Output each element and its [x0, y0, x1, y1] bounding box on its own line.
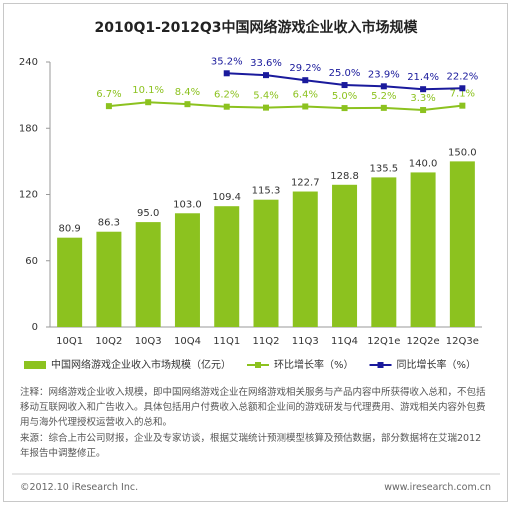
- marker: [184, 101, 191, 108]
- line: [108, 101, 463, 112]
- x-tick-label: 11Q1: [213, 336, 240, 347]
- bar: [174, 213, 200, 327]
- bar: [57, 237, 83, 327]
- x-tick-label: 12Q3e: [446, 336, 479, 347]
- data-label: 140.0: [409, 158, 438, 169]
- data-label: 6.2%: [214, 90, 239, 101]
- marker: [223, 70, 230, 77]
- marker: [459, 102, 466, 109]
- data-label: 22.2%: [446, 71, 478, 82]
- data-label: 21.4%: [407, 72, 439, 83]
- marker: [341, 105, 348, 112]
- bar: [292, 191, 318, 327]
- marker: [420, 86, 427, 93]
- x-tick-label: 11Q3: [292, 336, 319, 347]
- legend-label: 环比增长率（%）: [274, 358, 354, 371]
- legend-swatch: [255, 362, 261, 368]
- marker: [341, 82, 348, 89]
- marker: [105, 103, 112, 110]
- bar: [410, 172, 436, 327]
- note: 来源：综合上市公司财报，企业及专家访谈，根据艾瑞统计预测模型核算及预估数据，部分…: [20, 433, 482, 459]
- bar: [253, 199, 279, 327]
- data-label: 5.4%: [253, 91, 278, 102]
- marker: [263, 104, 269, 111]
- marker: [420, 107, 427, 114]
- x-tick-label: 12Q1e: [367, 336, 400, 347]
- data-label: 25.0%: [329, 68, 361, 79]
- data-label: 5.0%: [332, 91, 357, 102]
- bar: [371, 177, 397, 327]
- bar: [449, 161, 475, 327]
- data-label: 122.7: [291, 178, 320, 189]
- frame: [3, 3, 508, 502]
- legend-swatch: [377, 362, 384, 368]
- data-label: 5.2%: [371, 91, 396, 102]
- data-label: 10.1%: [132, 85, 164, 96]
- data-label: 150.0: [448, 147, 477, 158]
- note: 注释：网络游戏企业收入规模，即中国网络游戏企业在网络游戏相关服务与产品内容中所获…: [20, 387, 486, 428]
- data-label: 109.4: [212, 192, 241, 203]
- marker: [380, 83, 387, 90]
- marker: [223, 103, 230, 110]
- data-label: 6.4%: [293, 89, 318, 100]
- marker: [459, 85, 466, 92]
- x-tick-label: 10Q1: [56, 336, 83, 347]
- x-tick-label: 11Q2: [253, 336, 280, 347]
- marker: [302, 103, 309, 110]
- x-tick-label: 12Q2e: [407, 336, 440, 347]
- data-label: 135.5: [369, 163, 398, 174]
- data-label: 6.7%: [96, 89, 121, 100]
- legend-swatch: [24, 361, 46, 369]
- y-tick-label: 240: [19, 57, 38, 68]
- x-tick-label: 10Q2: [95, 336, 122, 347]
- marker: [263, 72, 269, 79]
- data-label: 33.6%: [250, 58, 282, 69]
- x-tick-label: 11Q4: [331, 336, 358, 347]
- marker: [380, 104, 387, 111]
- data-label: 115.3: [252, 186, 281, 197]
- footer-right: www.iresearch.com.cn: [384, 482, 491, 493]
- legend-label: 中国网络游戏企业收入市场规模（亿元）: [51, 358, 231, 371]
- bar: [96, 231, 122, 327]
- data-label: 86.3: [98, 218, 120, 229]
- y-tick-label: 180: [19, 123, 38, 134]
- data-label: 128.8: [330, 171, 359, 182]
- data-label: 8.4%: [175, 87, 200, 98]
- data-label: 95.0: [137, 208, 159, 219]
- data-label: 23.9%: [368, 69, 400, 80]
- legend-label: 同比增长率（%）: [397, 358, 477, 371]
- data-label: 7.1%: [450, 89, 475, 100]
- x-tick-label: 10Q3: [135, 336, 162, 347]
- y-tick-label: 0: [32, 322, 38, 333]
- data-label: 35.2%: [211, 56, 243, 67]
- data-label: 3.3%: [410, 93, 435, 104]
- data-label: 80.9: [59, 224, 81, 235]
- bar: [332, 184, 358, 327]
- y-tick-label: 60: [25, 256, 38, 267]
- data-label: 103.0: [173, 199, 202, 210]
- data-label: 29.2%: [289, 63, 321, 74]
- marker: [302, 77, 309, 84]
- bar: [214, 206, 240, 327]
- marker: [145, 99, 152, 106]
- chart-title: 2010Q1-2012Q3中国网络游戏企业收入市场规模: [94, 19, 418, 36]
- y-tick-label: 120: [19, 190, 38, 201]
- bar: [135, 222, 161, 327]
- footer-left: ©2012.10 iResearch Inc.: [20, 482, 139, 493]
- x-tick-label: 10Q4: [174, 336, 201, 347]
